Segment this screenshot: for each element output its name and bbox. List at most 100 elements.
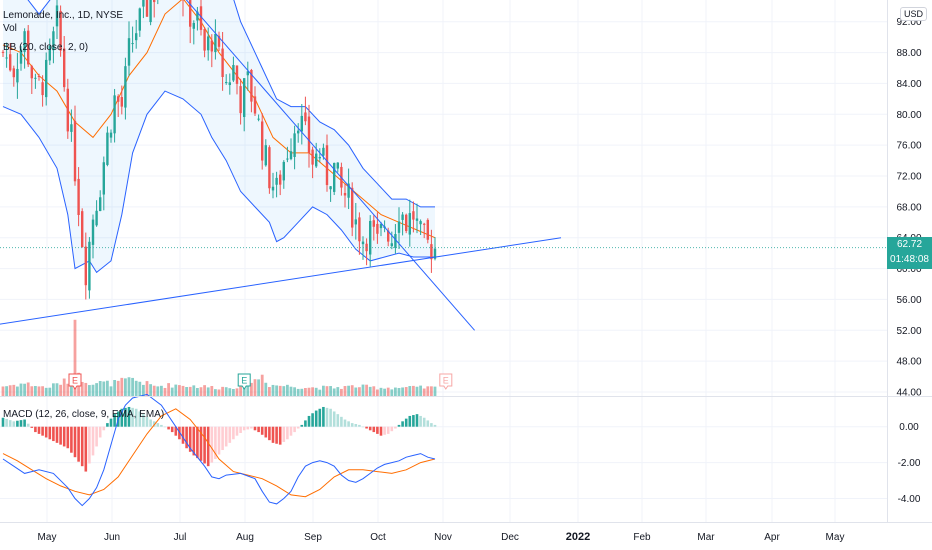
- volume-bar: [19, 383, 23, 396]
- macd-histogram-bar: [253, 426, 257, 431]
- candle-body: [45, 59, 48, 98]
- candle-body: [73, 120, 77, 182]
- volume-bar: [1, 386, 5, 396]
- macd-histogram-bar: [304, 420, 307, 427]
- volume-bar: [120, 377, 124, 396]
- candle-body: [401, 214, 404, 220]
- candle-body: [27, 30, 30, 65]
- macd-histogram-bar: [156, 423, 160, 427]
- macd-histogram-bar: [386, 426, 390, 434]
- bollinger-label[interactable]: BB (20, close, 2, 0): [3, 42, 89, 53]
- macd-histogram-bar: [16, 420, 19, 427]
- candle-body: [16, 68, 19, 83]
- candle-body: [81, 211, 84, 248]
- trendline: [185, 0, 475, 331]
- volume-bar: [181, 385, 185, 396]
- candle-body: [5, 57, 8, 59]
- volume-bar: [109, 386, 113, 396]
- macd-histogram-bar: [23, 419, 26, 427]
- candle-body: [217, 35, 221, 47]
- volume-bars: [1, 319, 437, 396]
- macd-histogram-bar: [80, 426, 84, 467]
- volume-bar: [397, 388, 401, 396]
- candle-body: [246, 71, 249, 76]
- candle-body: [113, 95, 116, 134]
- macd-histogram-bar: [278, 426, 282, 445]
- macd-histogram-bar: [332, 411, 336, 427]
- candle-body: [289, 151, 293, 160]
- volume-bar: [322, 385, 325, 396]
- volume-bar: [253, 379, 257, 396]
- candle-body: [1, 51, 5, 53]
- volume-bar: [361, 384, 365, 396]
- candle-body: [372, 220, 375, 227]
- macd-histogram-bar: [412, 415, 415, 427]
- macd-histogram-bar: [8, 420, 12, 427]
- macd-histogram-bar: [98, 426, 102, 438]
- macd-label[interactable]: MACD (12, 26, close, 9, EMA, EMA): [3, 409, 165, 420]
- macd-histogram-bar: [379, 426, 383, 436]
- currency-badge[interactable]: USD: [900, 7, 928, 21]
- macd-histogram-bar: [271, 426, 275, 443]
- price-tick-label: 76.00: [896, 141, 921, 152]
- volume-bar: [383, 388, 386, 396]
- candle-body: [307, 116, 311, 153]
- volume-bar: [347, 385, 350, 396]
- macd-histogram-bar: [282, 426, 286, 442]
- volume-bar: [26, 382, 30, 396]
- volume-bar: [8, 385, 12, 396]
- candle-body: [203, 29, 206, 51]
- macd-histogram-bar: [149, 419, 152, 427]
- macd-histogram-bar: [242, 426, 246, 431]
- candle-body: [23, 31, 26, 52]
- volume-bar: [206, 387, 210, 396]
- macd-histogram-bar: [275, 426, 278, 444]
- candle-body: [419, 221, 422, 225]
- macd-histogram-bar: [199, 426, 203, 461]
- macd-histogram-bar: [70, 426, 73, 453]
- macd-histogram-bar: [217, 426, 221, 455]
- earnings-marker: E: [68, 373, 82, 390]
- macd-histogram-bar: [44, 426, 48, 438]
- volume-bar: [350, 385, 354, 396]
- candle-body: [351, 187, 354, 228]
- candle-body: [30, 66, 33, 79]
- macd-histogram-bar: [102, 426, 106, 431]
- candlesticks: [1, 0, 437, 300]
- macd-histogram-bar: [329, 408, 332, 427]
- trendlines[interactable]: [0, 0, 562, 331]
- candle-body: [271, 186, 275, 191]
- macd-histogram-bar: [5, 418, 8, 427]
- macd-histogram-bar: [376, 426, 379, 434]
- x-tick-label: Feb: [633, 532, 651, 543]
- macd-histogram-bar: [340, 416, 343, 427]
- price-tick-label: 72.00: [896, 172, 921, 183]
- macd-histogram-bar: [62, 426, 66, 447]
- candle-body: [257, 118, 260, 120]
- candle-body: [138, 8, 141, 31]
- price-tick-label: 56.00: [896, 295, 921, 306]
- volume-bar: [422, 388, 426, 396]
- macd-histogram-bar: [152, 421, 156, 427]
- macd-histogram-bar: [232, 426, 235, 440]
- candle-body: [88, 241, 91, 291]
- volume-bar: [264, 382, 268, 396]
- volume-bar: [66, 383, 70, 396]
- macd-histogram-bar: [84, 426, 88, 472]
- candle-body: [405, 214, 408, 232]
- volume-bar: [5, 386, 8, 396]
- macd-histogram-bar: [422, 417, 426, 427]
- macd-histogram-bar: [433, 424, 437, 427]
- macd-histogram-bar: [131, 407, 134, 427]
- bar-countdown: 01:48:08: [890, 254, 929, 265]
- macd-histogram-bar: [311, 413, 314, 427]
- macd-histogram-bar: [235, 426, 239, 436]
- volume-bar: [116, 380, 120, 396]
- candle-body: [52, 31, 55, 51]
- macd-histogram-bar: [134, 408, 138, 427]
- earnings-marker-shape: [237, 373, 251, 390]
- macd-histogram-bar: [88, 426, 91, 464]
- candle-body: [192, 22, 195, 29]
